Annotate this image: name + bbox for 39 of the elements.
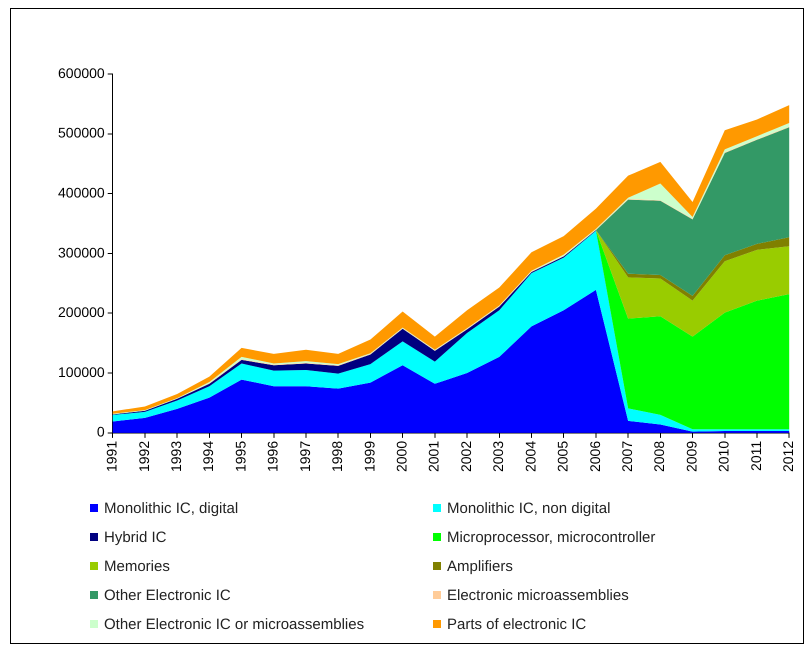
- x-tick-label: 2004: [522, 440, 538, 472]
- legend-label: Other Electronic IC: [104, 586, 231, 604]
- x-tick-label: 2001: [426, 440, 442, 472]
- x-tick-label: 1995: [232, 440, 248, 472]
- x-tick-label: 1999: [361, 440, 378, 472]
- x-tick-label: 2002: [458, 440, 474, 472]
- x-tick-label: 1998: [329, 440, 346, 472]
- y-tick-label: 200000: [58, 304, 105, 320]
- y-tick-label: 300000: [58, 244, 105, 260]
- x-tick-label: 1992: [136, 440, 152, 472]
- legend-label: Other Electronic IC or microassemblies: [104, 616, 364, 632]
- x-tick-label: 2006: [586, 440, 603, 472]
- legend-label: Parts of electronic IC: [447, 616, 586, 632]
- y-tick-label: 500000: [58, 124, 105, 141]
- x-tick-label: 1991: [104, 440, 120, 472]
- x-tick-label: 2009: [683, 440, 700, 472]
- y-tick-label: 100000: [58, 364, 105, 380]
- legend-label: Monolithic IC, digital: [104, 500, 238, 516]
- x-tick-label: 2007: [618, 440, 635, 472]
- y-tick-label: 600000: [58, 64, 105, 81]
- legend-label: Memories: [104, 558, 170, 574]
- x-tick-label: 2012: [780, 440, 796, 472]
- x-tick-label: 2000: [394, 440, 410, 472]
- legend-label: Hybrid IC: [104, 528, 167, 546]
- legend-label: Amplifiers: [447, 558, 513, 574]
- x-tick-label: 1993: [168, 440, 184, 472]
- x-tick-label: 1994: [200, 440, 216, 472]
- y-tick-label: 0: [96, 424, 105, 440]
- legend-label: Microprocessor, microcontroller: [447, 528, 656, 546]
- x-tick-label: 2010: [716, 440, 732, 472]
- x-tick-label: 1997: [296, 440, 313, 472]
- x-tick-label: 2008: [651, 440, 668, 472]
- legend-label: Electronic microassemblies: [447, 586, 629, 604]
- x-tick-label: 1996: [264, 440, 281, 472]
- legend-label: Monolithic IC, non digital: [447, 500, 610, 516]
- x-tick-label: 2005: [554, 440, 571, 472]
- x-tick-label: 2003: [490, 440, 506, 472]
- y-tick-label: 400000: [58, 184, 105, 200]
- x-tick-label: 2011: [748, 440, 764, 471]
